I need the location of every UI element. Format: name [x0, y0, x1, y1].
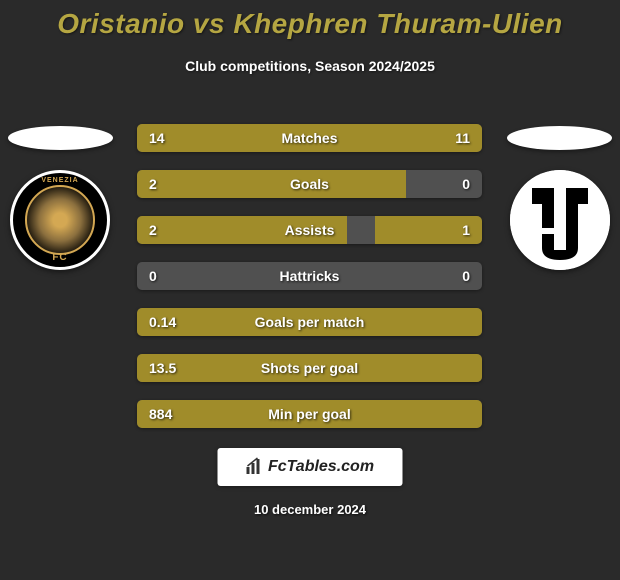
chart-bars-icon	[246, 457, 264, 478]
stat-label: Assists	[285, 222, 335, 238]
stat-label: Goals per match	[255, 314, 365, 330]
comparison-title: Oristanio vs Khephren Thuram-Ulien	[0, 0, 620, 40]
season-subtitle: Club competitions, Season 2024/2025	[0, 58, 620, 74]
stat-value-left: 2	[149, 176, 157, 192]
stat-bar-hattricks: 0 Hattricks 0	[137, 262, 482, 290]
stat-bar-goals: 2 Goals 0	[137, 170, 482, 198]
stat-bar-shots-per-goal: 13.5 Shots per goal	[137, 354, 482, 382]
stat-value-right: 1	[462, 222, 470, 238]
stat-value-left: 13.5	[149, 360, 176, 376]
stat-bar-min-per-goal: 884 Min per goal	[137, 400, 482, 428]
stat-label: Shots per goal	[261, 360, 358, 376]
date-label: 10 december 2024	[254, 502, 366, 517]
fctables-label: FcTables.com	[268, 458, 374, 476]
stat-value-left: 0.14	[149, 314, 176, 330]
bar-fill-left	[137, 170, 406, 198]
stat-label: Matches	[281, 130, 337, 146]
ellipse-decoration-left	[8, 126, 113, 150]
stat-value-left: 884	[149, 406, 172, 422]
venezia-logo-text-top: VENEZIA	[41, 177, 78, 184]
venezia-crest-icon	[25, 185, 95, 255]
stat-value-right: 0	[462, 268, 470, 284]
juventus-crest-icon	[510, 170, 610, 270]
team-logo-left: VENEZIA FC	[10, 170, 110, 270]
ellipse-decoration-right	[507, 126, 612, 150]
stat-bar-assists: 2 Assists 1	[137, 216, 482, 244]
stat-bars-container: 14 Matches 11 2 Goals 0 2 Assists 1 0 Ha…	[137, 124, 482, 446]
stat-value-left: 0	[149, 268, 157, 284]
team-logo-right	[510, 170, 610, 270]
venezia-logo-text-bot: FC	[52, 252, 67, 263]
stat-value-right: 0	[462, 176, 470, 192]
stat-label: Hattricks	[280, 268, 340, 284]
stat-label: Min per goal	[268, 406, 350, 422]
stat-value-right: 11	[455, 130, 470, 146]
fctables-badge[interactable]: FcTables.com	[218, 448, 403, 486]
stat-bar-matches: 14 Matches 11	[137, 124, 482, 152]
stat-value-left: 2	[149, 222, 157, 238]
stat-value-left: 14	[149, 130, 165, 146]
stat-label: Goals	[290, 176, 329, 192]
stat-bar-goals-per-match: 0.14 Goals per match	[137, 308, 482, 336]
